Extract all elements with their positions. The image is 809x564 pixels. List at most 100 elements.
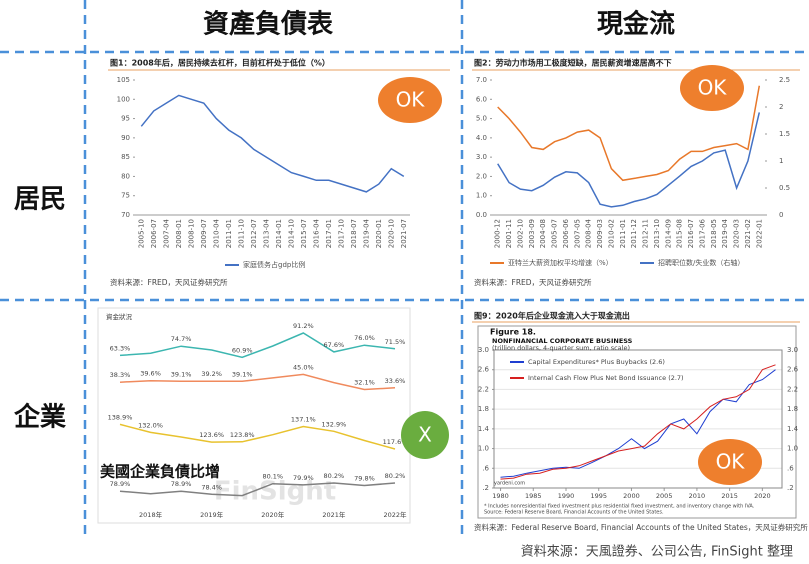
panel-frame [477, 325, 797, 519]
x-tick-label: 2000 [623, 492, 640, 500]
x-tick-label: 2005-07 [551, 219, 559, 248]
x-tick-label: 2006-06 [562, 218, 570, 248]
data-label: 39.2% [201, 370, 222, 378]
y-tick-label: 3.0 [787, 346, 798, 354]
data-label: 32.1% [354, 379, 375, 387]
note: Source: Federal Reserve Board, Financial… [484, 510, 664, 516]
x-tick-label: 2020-01 [375, 219, 383, 248]
y-tick-label: 2.6 [478, 366, 490, 374]
x-tick-label: 2013-04 [262, 218, 270, 248]
row-header: 企業 [14, 402, 66, 433]
badge [378, 77, 442, 123]
y-tick-label: 100 [117, 95, 130, 103]
badge [680, 65, 744, 111]
x-tick-label: 2011-01 [619, 219, 627, 248]
legend-label: 招聘职位数/失业数（右轴） [658, 258, 744, 267]
data-label: 63.3% [110, 344, 131, 352]
badge-label: OK [716, 450, 746, 474]
x-tick-label: 2017-10 [337, 219, 345, 248]
panel-frame [97, 307, 411, 524]
line-series [119, 423, 396, 450]
x-tick-label: 2011-10 [237, 219, 245, 248]
panel-title: 图1：2008年后，居民持续去杠杆，目前杠杆处于低位（%） [110, 58, 330, 68]
legend-label: 亚特兰大薪资加权平均增速（%） [508, 258, 613, 267]
x-tick-label: 2009-03 [596, 219, 604, 248]
credit: yardeni.com [494, 481, 525, 487]
figure-subtitle: (trillion dollars, 4-quarter sum, ratio … [492, 344, 630, 352]
badge-label: OK [698, 76, 728, 100]
x-tick-label: 2017-06 [698, 218, 706, 248]
y-tick-label: .2 [482, 484, 489, 492]
x-tick-label: 2021年 [322, 510, 346, 519]
x-tick-label: 2021-07 [400, 219, 408, 248]
legend-label: Internal Cash Flow Plus Net Bond Issuanc… [528, 374, 684, 382]
data-label: 132.9% [321, 420, 346, 428]
data-label: 79.9% [293, 474, 314, 482]
x-tick-label: 2012-07 [250, 219, 258, 248]
y-tick-label: .6 [482, 464, 489, 472]
row-header: 居民 [14, 185, 66, 215]
x-tick-label: 2018年 [139, 510, 163, 519]
y-tick-label: 95 [121, 115, 130, 123]
x-tick-label: 2019-04 [362, 218, 370, 248]
y2-tick-label: 0.5 [779, 184, 790, 192]
data-label: 138.9% [108, 413, 133, 421]
column-header: 現金流 [597, 9, 675, 40]
data-label: 39.6% [140, 370, 161, 378]
data-label: 78.9% [171, 480, 192, 488]
y2-tick-label: 1 [779, 157, 783, 165]
data-label: 137.1% [291, 416, 316, 424]
x-tick-label: 2015-07 [300, 219, 308, 248]
x-tick-label: 2010 [689, 492, 706, 500]
x-tick-label: 2006-07 [150, 219, 158, 248]
x-tick-label: 2020-03 [733, 219, 741, 248]
y2-tick-label: 2.5 [779, 76, 790, 84]
x-tick-label: 2001-11 [505, 219, 513, 248]
y-tick-label: 6.0 [476, 95, 487, 103]
data-label: 80.2% [324, 472, 345, 480]
x-tick-label: 2008-04 [585, 218, 593, 248]
line-series [119, 482, 396, 497]
y2-tick-label: 2 [779, 103, 783, 111]
panel-source: 资料来源：Federal Reserve Board, Financial Ac… [474, 522, 808, 532]
y-tick-label: 85 [121, 153, 130, 161]
y-tick-label: 70 [121, 211, 130, 219]
line-series [497, 112, 761, 208]
y-tick-label: 90 [121, 134, 130, 142]
x-tick-label: 2022年 [383, 510, 407, 519]
y-tick-label: 4.0 [476, 134, 487, 142]
y-tick-label: 2.6 [787, 366, 799, 374]
data-label: 71.5% [385, 338, 406, 346]
x-tick-label: 2015 [721, 492, 738, 500]
x-tick-label: 2012-11 [642, 219, 650, 248]
x-tick-label: 2000-12 [494, 219, 502, 248]
x-tick-label: 2020 [754, 492, 771, 500]
note: * Includes nonresidential fixed investme… [484, 504, 755, 510]
plot-frame [493, 349, 783, 489]
data-label: 39.1% [171, 370, 192, 378]
badge-label: X [418, 423, 432, 447]
data-label: 76.0% [354, 334, 375, 342]
x-tick-label: 1995 [590, 492, 607, 500]
badge [698, 439, 762, 485]
data-label: 79.8% [354, 475, 375, 483]
data-label: 39.1% [232, 370, 253, 378]
data-label: 123.8% [230, 431, 255, 439]
data-label: 38.3% [110, 371, 131, 379]
y-tick-label: 1.0 [787, 445, 798, 453]
y-tick-label: .2 [787, 484, 794, 492]
x-tick-label: 2019年 [200, 510, 224, 519]
data-label: 80.2% [385, 472, 406, 480]
line-series [497, 85, 761, 182]
data-label: 132.0% [138, 421, 163, 429]
x-tick-label: 2019-04 [721, 218, 729, 248]
data-label: 74.7% [171, 335, 192, 343]
x-tick-label: 2020-10 [387, 219, 395, 248]
data-label: 78.4% [201, 483, 222, 491]
y2-tick-label: 1.5 [779, 130, 790, 138]
x-tick-label: 2018-05 [710, 219, 718, 248]
data-label: 45.0% [293, 363, 314, 371]
x-tick-label: 2007-04 [162, 218, 170, 248]
y-tick-label: 2.2 [787, 385, 798, 393]
